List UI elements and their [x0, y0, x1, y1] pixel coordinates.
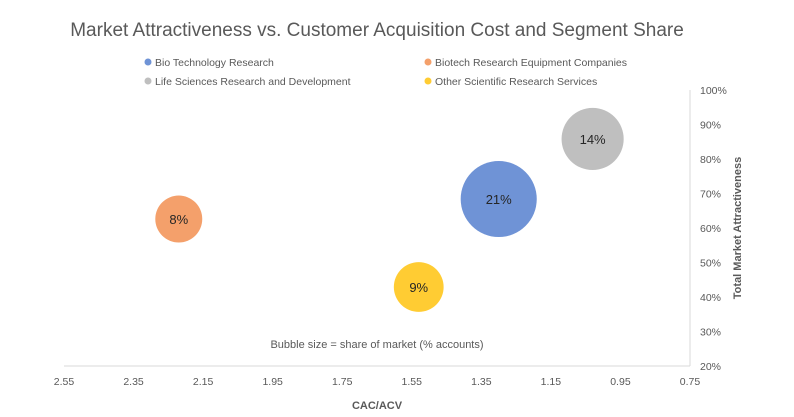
- x-tick-label: 1.95: [262, 376, 283, 388]
- y-tick-label: 70%: [700, 189, 721, 201]
- legend-item: Life Sciences Research and Development: [144, 76, 351, 88]
- x-axis-label: CAC/ACV: [352, 400, 403, 412]
- y-tick-label: 100%: [700, 85, 727, 97]
- chart-title: Market Attractiveness vs. Customer Acqui…: [70, 20, 684, 41]
- legend-item: Bio Technology Research: [144, 57, 274, 69]
- legend-label: Other Scientific Research Services: [435, 76, 597, 88]
- y-axis-label: Total Market Attractiveness: [732, 157, 744, 299]
- x-tick-label: 2.55: [54, 376, 75, 388]
- legend-marker: [144, 77, 152, 85]
- bubble-data-label: 21%: [486, 192, 512, 207]
- x-tick-label: 2.35: [123, 376, 144, 388]
- x-tick-label: 2.15: [193, 376, 214, 388]
- bubble-data-label: 9%: [409, 280, 428, 295]
- legend-label: Life Sciences Research and Development: [155, 76, 351, 88]
- y-tick-labels: 20% 30% 40% 50% 60% 70% 80% 90% 100%: [700, 85, 727, 373]
- legend-item: Biotech Research Equipment Companies: [424, 57, 627, 69]
- x-tick-label: 1.15: [541, 376, 562, 388]
- y-tick-label: 60%: [700, 223, 721, 235]
- x-tick-label: 0.95: [610, 376, 631, 388]
- legend-marker: [424, 77, 432, 85]
- bubble: [460, 160, 537, 238]
- y-tick-label: 90%: [700, 120, 721, 132]
- bubble: [561, 107, 624, 171]
- bubble-data-label: 14%: [580, 132, 606, 147]
- legend-label: Bio Technology Research: [155, 57, 274, 69]
- legend-marker: [144, 58, 152, 66]
- bubble: [155, 195, 203, 243]
- x-tick-label: 1.75: [332, 376, 353, 388]
- bubble-data-label: 8%: [169, 212, 188, 227]
- y-tick-label: 80%: [700, 154, 721, 166]
- x-tick-label: 1.55: [402, 376, 423, 388]
- y-tick-label: 20%: [700, 361, 721, 373]
- x-tick-labels: 2.55 2.35 2.15 1.95 1.75 1.55 1.35 1.15 0.95 0.75: [54, 376, 701, 388]
- legend-item: Other Scientific Research Services: [424, 76, 597, 88]
- x-tick-label: 0.75: [680, 376, 701, 388]
- legend-marker: [424, 58, 432, 66]
- y-tick-label: 40%: [700, 292, 721, 304]
- x-tick-label: 1.35: [471, 376, 492, 388]
- bubbles: 21% 8% 14% 9%: [155, 107, 624, 312]
- legend: Bio Technology Research Biotech Research …: [144, 57, 627, 88]
- bubble: [393, 262, 444, 312]
- legend-label: Biotech Research Equipment Companies: [435, 57, 627, 69]
- y-tick-label: 50%: [700, 258, 721, 270]
- y-tick-label: 30%: [700, 327, 721, 339]
- size-annotation: Bubble size = share of market (% account…: [270, 339, 483, 351]
